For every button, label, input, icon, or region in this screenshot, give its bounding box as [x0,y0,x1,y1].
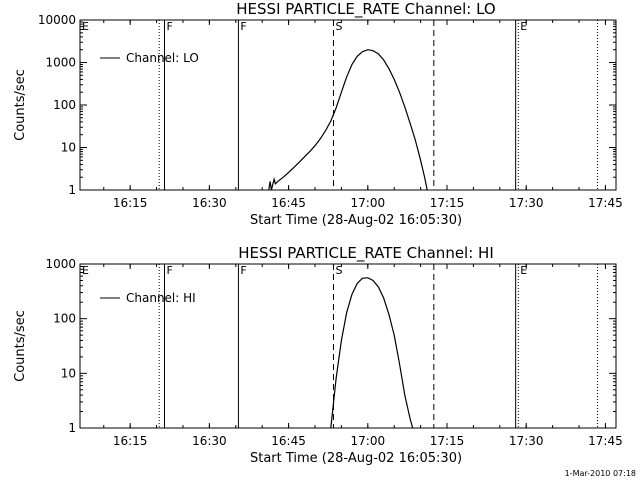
y-tick-label: 100 [53,312,76,326]
y-tick-label: 100 [53,98,76,112]
chart-title: HESSI PARTICLE_RATE Channel: HI [238,244,494,263]
event-marker-label: F [166,20,172,33]
event-marker-label: E [520,264,527,277]
x-tick-label: 17:45 [588,434,623,448]
y-tick-label: 10000 [38,13,76,27]
y-axis-label: Counts/sec [13,69,28,141]
y-tick-label: 10 [61,141,76,155]
y-tick-label: 1 [68,183,76,197]
x-tick-label: 17:30 [509,434,544,448]
x-tick-label: 16:30 [192,196,227,210]
event-marker-label: E [520,20,527,33]
event-marker-label: F [240,264,246,277]
y-tick-label: 1 [68,421,76,435]
chart-lo-channel: HESSI PARTICLE_RATE Channel: LO Start Tim… [13,0,623,228]
chart-title: HESSI PARTICLE_RATE Channel: LO [236,0,495,19]
event-marker-label: F [240,20,246,33]
y-tick-label: 1000 [45,257,76,271]
y-tick-label: 10 [61,366,76,380]
plot-frame [79,19,617,191]
x-tick-label: 16:45 [271,434,306,448]
footer-timestamp: 1-Mar-2010 07:18 [565,469,636,478]
x-tick-label: 17:00 [351,196,386,210]
y-axis-label: Counts/sec [13,310,28,382]
plot-frame [79,263,617,429]
series-line [330,277,414,429]
x-tick-label: 16:15 [113,434,148,448]
x-tick-label: 17:00 [351,434,386,448]
event-marker-label: S [335,264,342,277]
x-axis-label: Start Time (28-Aug-02 16:05:30) [250,213,462,228]
event-marker-label: E [82,264,89,277]
chart-hi-channel: HESSI PARTICLE_RATE Channel: HI Start Tim… [13,244,623,466]
x-tick-label: 17:45 [588,196,623,210]
legend-label: Channel: HI [126,291,196,305]
series-line [268,49,428,191]
x-axis-label: Start Time (28-Aug-02 16:05:30) [250,451,462,466]
x-tick-label: 16:45 [271,196,306,210]
x-tick-label: 17:30 [509,196,544,210]
y-tick-label: 1000 [45,56,76,70]
legend-label: Channel: LO [126,51,199,65]
event-marker-label: S [335,20,342,33]
x-tick-label: 17:15 [430,196,465,210]
x-tick-label: 16:15 [113,196,148,210]
event-marker-label: E [82,20,89,33]
x-tick-label: 16:30 [192,434,227,448]
x-tick-label: 17:15 [430,434,465,448]
event-marker-label: F [166,264,172,277]
